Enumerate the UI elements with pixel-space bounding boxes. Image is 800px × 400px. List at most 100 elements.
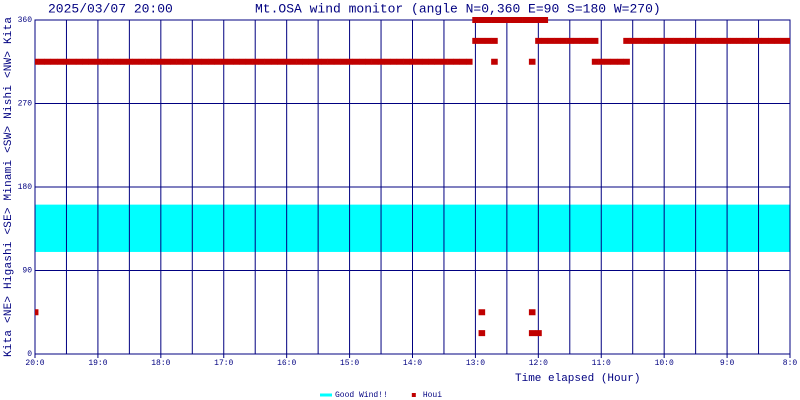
houi-point bbox=[623, 58, 630, 65]
x-tick-label: 16:0 bbox=[277, 359, 296, 368]
houi-point bbox=[270, 58, 278, 65]
houi-point bbox=[629, 37, 637, 44]
houi-point bbox=[69, 58, 77, 65]
houi-point bbox=[686, 37, 693, 44]
houi-point bbox=[711, 37, 718, 44]
houi-point bbox=[57, 58, 64, 65]
point-layer bbox=[35, 17, 790, 337]
houi-point bbox=[780, 37, 788, 44]
houi-point bbox=[491, 58, 498, 65]
houi-point bbox=[88, 58, 96, 65]
houi-point bbox=[465, 58, 473, 65]
houi-point bbox=[176, 58, 184, 65]
houi-point bbox=[673, 37, 681, 44]
houi-point bbox=[170, 58, 177, 65]
houi-point bbox=[163, 58, 171, 65]
houi-point bbox=[459, 58, 467, 65]
houi-point bbox=[220, 58, 228, 65]
houi-point bbox=[755, 37, 762, 44]
houi-point bbox=[50, 58, 58, 65]
houi-point bbox=[535, 37, 542, 44]
houi-point bbox=[478, 37, 486, 44]
y-tick-label: 0 bbox=[27, 350, 32, 359]
houi-point bbox=[226, 58, 234, 65]
houi-point bbox=[377, 58, 385, 65]
houi-point bbox=[453, 58, 460, 65]
houi-point bbox=[528, 17, 536, 23]
houi-point bbox=[346, 58, 354, 65]
houi-point bbox=[321, 58, 328, 65]
houi-point bbox=[258, 58, 265, 65]
houi-point bbox=[38, 58, 45, 65]
houi-point bbox=[308, 58, 316, 65]
houi-point bbox=[585, 37, 593, 44]
houi-point bbox=[623, 37, 630, 44]
houi-point bbox=[157, 58, 165, 65]
x-tick-label: 13:0 bbox=[466, 359, 485, 368]
houi-point bbox=[749, 37, 756, 44]
houi-point bbox=[428, 58, 435, 65]
houi-point bbox=[541, 17, 549, 23]
x-tick-label: 9:0 bbox=[720, 359, 735, 368]
houi-point bbox=[138, 58, 146, 65]
houi-point bbox=[214, 58, 221, 65]
x-tick-label: 19:0 bbox=[88, 359, 107, 368]
x-tick-label: 20:0 bbox=[25, 359, 44, 368]
x-tick-label: 17:0 bbox=[214, 359, 233, 368]
houi-point bbox=[560, 37, 567, 44]
houi-point bbox=[698, 37, 706, 44]
houi-point bbox=[94, 58, 102, 65]
houi-point bbox=[786, 37, 790, 44]
houi-point bbox=[264, 58, 272, 65]
houi-point bbox=[591, 37, 599, 44]
houi-point bbox=[283, 58, 291, 65]
houi-point bbox=[484, 37, 492, 44]
houi-point bbox=[245, 58, 253, 65]
legend-swatch bbox=[411, 393, 416, 397]
houi-point bbox=[642, 37, 649, 44]
houi-point bbox=[396, 58, 404, 65]
houi-point bbox=[547, 37, 555, 44]
houi-point bbox=[145, 58, 152, 65]
houi-point bbox=[113, 58, 121, 65]
houi-point bbox=[327, 58, 335, 65]
houi-point bbox=[522, 17, 530, 23]
houi-point bbox=[484, 17, 492, 23]
houi-point bbox=[208, 58, 215, 65]
houi-point bbox=[491, 17, 498, 23]
houi-point bbox=[692, 37, 700, 44]
houi-point bbox=[365, 58, 372, 65]
x-tick-label: 15:0 bbox=[340, 359, 359, 368]
houi-point bbox=[598, 58, 605, 65]
houi-point bbox=[541, 37, 549, 44]
houi-point bbox=[182, 58, 190, 65]
x-tick-label: 14:0 bbox=[403, 359, 422, 368]
houi-point bbox=[510, 17, 517, 23]
x-axis-label: Time elapsed (Hour) bbox=[515, 373, 640, 385]
houi-point bbox=[409, 58, 416, 65]
plot-frame bbox=[34, 19, 791, 355]
houi-point bbox=[195, 58, 203, 65]
x-tick-label: 8:0 bbox=[783, 359, 798, 368]
houi-point bbox=[535, 17, 542, 23]
houi-point bbox=[277, 58, 284, 65]
houi-point bbox=[579, 37, 586, 44]
houi-point bbox=[151, 58, 158, 65]
y-tick-label: 180 bbox=[18, 183, 33, 192]
x-tick-label: 10:0 bbox=[655, 359, 674, 368]
y-tick-label: 270 bbox=[18, 100, 33, 109]
houi-point bbox=[289, 58, 297, 65]
houi-point bbox=[119, 58, 127, 65]
x-tick-label: 12:0 bbox=[529, 359, 548, 368]
houi-point bbox=[767, 37, 775, 44]
chart-title: Mt.OSA wind monitor (angle N=0,360 E=90 … bbox=[255, 1, 661, 16]
houi-point bbox=[478, 330, 486, 337]
y-axis-label: Kita <NE> Higashi <SE> Minami <SW> Nishi… bbox=[3, 17, 15, 357]
houi-point bbox=[421, 58, 429, 65]
houi-point bbox=[661, 37, 668, 44]
houi-point bbox=[572, 37, 580, 44]
houi-point bbox=[516, 17, 523, 23]
